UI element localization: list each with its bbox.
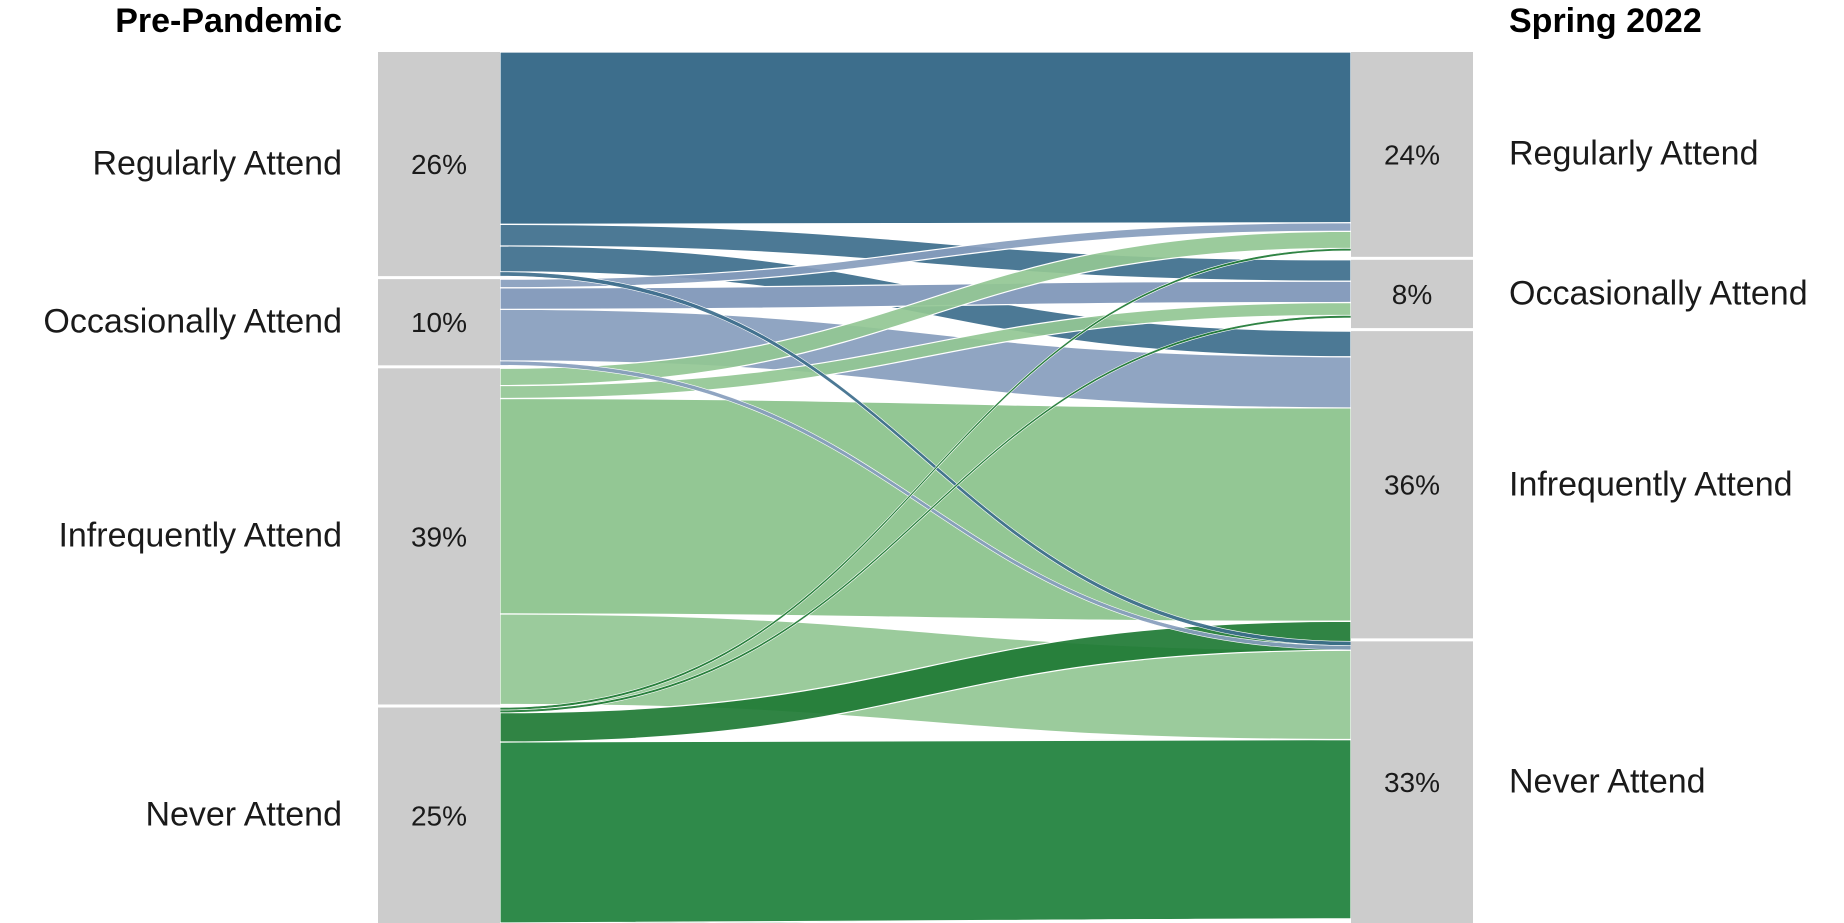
percent-label-right-occasionally-attend: 8% [1392,279,1432,310]
percent-label-left-regularly-attend: 26% [411,149,467,180]
category-label-left-regularly-attend: Regularly Attend [92,144,343,183]
percent-label-left-occasionally-attend: 10% [411,307,467,338]
stratum-right-never-attend [1351,641,1473,923]
category-label-right-regularly-attend: Regularly Attend [1509,134,1759,173]
axis-title-spring-2022: Spring 2022 [1509,2,1702,40]
percent-label-left-never-attend: 25% [411,800,467,831]
stratum-left-occasionally-attend [378,279,500,366]
category-label-right-infrequently-attend: Infrequently Attend [1509,465,1793,504]
stratum-left-regularly-attend [378,52,500,277]
category-label-right-never-attend: Never Attend [1509,762,1706,801]
category-label-left-never-attend: Never Attend [145,795,342,834]
stratum-left-infrequently-attend [378,368,500,705]
stratum-right-occasionally-attend [1351,259,1473,329]
percent-label-right-regularly-attend: 24% [1384,139,1440,170]
stratum-right-infrequently-attend [1351,331,1473,639]
flow-never-attend-to-never-attend [499,738,1352,923]
flow-infrequently-attend-to-infrequently-attend [499,397,1352,622]
flow-regularly-attend-to-regularly-attend [499,51,1352,226]
flows-layer [499,51,1352,923]
stratum-left-never-attend [378,707,500,923]
category-label-right-occasionally-attend: Occasionally Attend [1509,274,1808,313]
percent-label-right-never-attend: 33% [1384,767,1440,798]
strata-layer: 26% 10% 39% 25% 24% 8% 36% 33% [378,52,1473,923]
percent-label-right-infrequently-attend: 36% [1384,470,1440,501]
axis-title-pre-pandemic: Pre-Pandemic [115,2,342,40]
category-label-left-occasionally-attend: Occasionally Attend [43,302,342,341]
category-label-left-infrequently-attend: Infrequently Attend [58,516,342,555]
percent-label-left-infrequently-attend: 39% [411,521,467,552]
stratum-right-regularly-attend [1351,52,1473,257]
